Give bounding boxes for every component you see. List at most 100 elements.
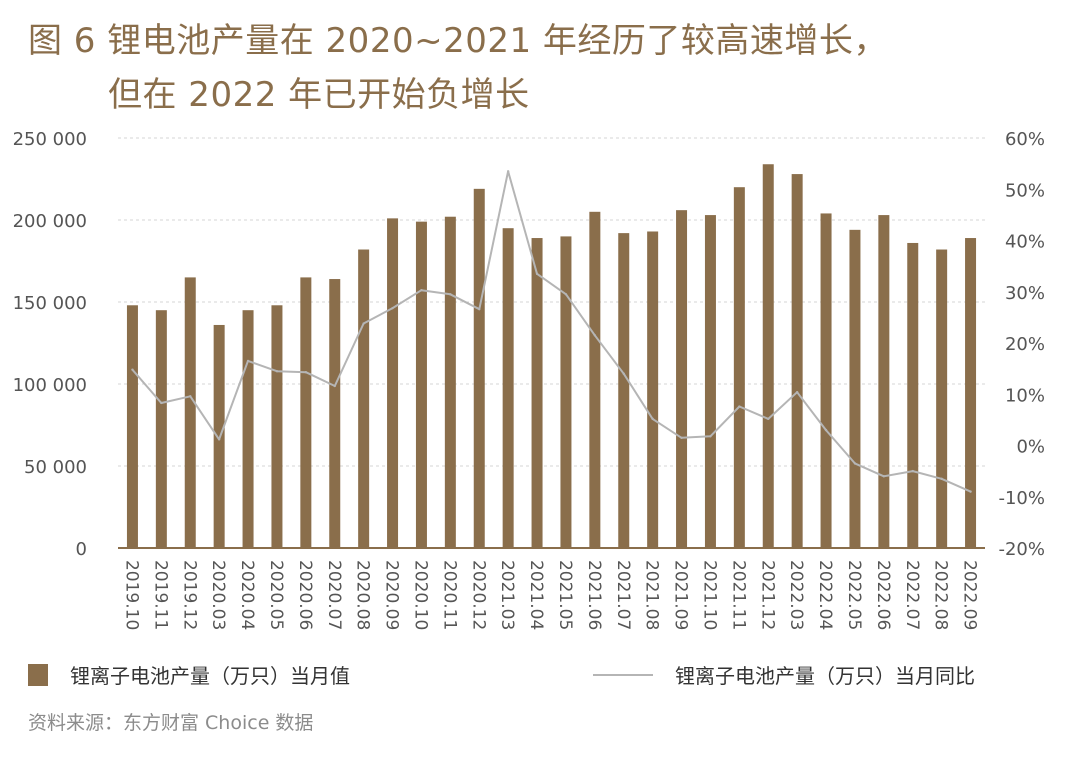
line-point [651, 417, 654, 421]
x-tick-label: 2021.12 [757, 560, 777, 630]
line-point [506, 170, 510, 173]
line-point [738, 405, 741, 408]
line-point [535, 272, 539, 276]
gridlines [118, 137, 985, 467]
x-tick-label: 2020.05 [266, 560, 286, 630]
line-point [391, 306, 394, 310]
legend-bar: 锂离子电池产量（万只）当月值 [28, 660, 350, 689]
bar [878, 215, 890, 548]
line-point [478, 307, 481, 311]
bar [242, 310, 254, 548]
x-tick-label: 2020.08 [353, 560, 373, 630]
x-tick-label: 2021.03 [497, 560, 517, 630]
bar [907, 242, 919, 548]
line-point [593, 334, 597, 337]
chart-title: 图 6 锂电池产量在 2020~2021 年经历了较高速增长， 但在 2022 … [28, 14, 888, 122]
bar [791, 174, 803, 548]
bar [155, 310, 167, 548]
x-tick-label: 2022.05 [844, 560, 864, 630]
bar [300, 277, 312, 548]
line-point [160, 401, 163, 405]
bar [820, 213, 832, 548]
line-point [969, 490, 972, 493]
combo-chart: 0 50 000 100 000 150 000 200 000 250 000 -20% -… [13, 129, 1045, 630]
bar [473, 188, 485, 548]
y-right-tick-label: 20% [1005, 334, 1045, 355]
x-tick-label: 2020.11 [439, 560, 459, 630]
bar [531, 238, 543, 549]
x-tick-label: 2019.11 [150, 560, 170, 630]
line-point [189, 395, 192, 398]
line-point [275, 369, 279, 373]
y-right-tick-label: 40% [1005, 232, 1045, 253]
bar [647, 231, 659, 549]
bar [126, 305, 138, 548]
x-tick-label: 2021.06 [584, 560, 604, 630]
source-note: 资料来源：东方财富 Choice 数据 [28, 712, 314, 734]
line-point [564, 293, 568, 296]
bar [936, 249, 948, 548]
line-point [131, 368, 134, 371]
legend-line-label: 锂离子电池产量（万只）当月同比 [675, 664, 975, 688]
x-tick-label: 2020.07 [324, 560, 344, 630]
y-left-tick-label: 100 000 [13, 375, 87, 396]
y-left-tick-label: 0 [76, 539, 87, 560]
x-tick-label: 2022.07 [902, 560, 922, 630]
y-right-tick-label: -10% [998, 488, 1045, 509]
line-series [131, 170, 972, 493]
legend-line-swatch [593, 673, 653, 676]
x-tick-label: 2020.09 [382, 560, 402, 630]
x-tick-label: 2021.05 [555, 560, 575, 630]
line-point [911, 469, 914, 473]
bar [733, 187, 745, 548]
bar [271, 305, 283, 548]
x-tick-label: 2022.06 [873, 560, 893, 630]
title-line-2: 但在 2022 年已开始负增长 [108, 75, 530, 115]
bar [618, 233, 630, 548]
line-point [680, 436, 683, 440]
x-tick-label: 2021.08 [642, 560, 662, 630]
bar [387, 218, 399, 549]
bar [444, 216, 456, 548]
x-tick-label: 2022.04 [815, 560, 835, 630]
line-point [940, 477, 943, 481]
yoy-line [131, 170, 971, 493]
x-tick-label: 2019.12 [179, 560, 199, 630]
line-point [824, 428, 828, 432]
x-tick-label: 2019.10 [121, 560, 141, 630]
legend-bar-label: 锂离子电池产量（万只）当月值 [70, 664, 350, 688]
x-tick-label: 2021.11 [728, 560, 748, 630]
x-tick-label: 2020.06 [295, 560, 315, 630]
x-tick-label: 2022.09 [960, 560, 980, 630]
line-point [622, 372, 625, 375]
line-point [709, 435, 712, 438]
bar [358, 249, 370, 548]
x-tick-label: 2021.07 [613, 560, 633, 630]
x-tick-label: 2022.03 [786, 560, 806, 630]
y-left-tick-label: 250 000 [13, 129, 87, 150]
legend-line: 锂离子电池产量（万只）当月同比 [593, 660, 975, 689]
y-left-tick-label: 200 000 [13, 211, 87, 232]
y-left-tick-label: 150 000 [13, 293, 87, 314]
bar [502, 228, 514, 548]
line-point [362, 322, 365, 325]
bar [184, 277, 196, 548]
x-tick-label: 2021.10 [699, 560, 719, 630]
bar [762, 164, 774, 549]
bar [560, 236, 572, 548]
bar [415, 221, 427, 548]
bar [329, 279, 341, 548]
y-right-tick-label: 60% [1005, 129, 1045, 150]
x-tick-label: 2020.12 [468, 560, 488, 630]
x-tick-label: 2021.09 [671, 560, 691, 630]
y-left-tick-label: 50 000 [24, 457, 87, 478]
x-tick-label: 2022.08 [931, 560, 951, 630]
line-point [333, 384, 336, 388]
line-point [767, 417, 770, 421]
y-right-tick-label: 30% [1005, 283, 1045, 304]
axes: 0 50 000 100 000 150 000 200 000 250 000 -20% -… [13, 129, 1045, 630]
title-line-1: 图 6 锂电池产量在 2020~2021 年经历了较高速增长， [28, 21, 888, 61]
x-tick-label: 2020.10 [410, 560, 430, 630]
bar [704, 215, 716, 548]
line-point [853, 462, 857, 465]
